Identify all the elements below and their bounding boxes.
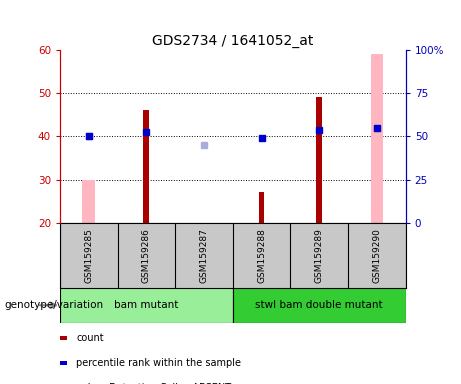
Text: stwl bam double mutant: stwl bam double mutant [255,300,383,310]
Text: bam mutant: bam mutant [114,300,178,310]
Title: GDS2734 / 1641052_at: GDS2734 / 1641052_at [152,33,313,48]
Bar [233,288,406,323]
Text: GSM159286: GSM159286 [142,228,151,283]
Bar [83,180,95,223]
Bar [60,288,233,323]
Bar [143,111,149,223]
Bar [371,54,383,223]
Text: GSM159289: GSM159289 [315,228,324,283]
Text: value, Detection Call = ABSENT: value, Detection Call = ABSENT [76,383,231,384]
Bar [316,98,322,223]
Text: GSM159285: GSM159285 [84,228,93,283]
Text: GSM159288: GSM159288 [257,228,266,283]
Text: GSM159287: GSM159287 [200,228,208,283]
Text: GSM159290: GSM159290 [372,228,381,283]
Bar [259,192,265,223]
Text: percentile rank within the sample: percentile rank within the sample [76,358,241,368]
Text: genotype/variation: genotype/variation [5,300,104,310]
Text: count: count [76,333,104,343]
